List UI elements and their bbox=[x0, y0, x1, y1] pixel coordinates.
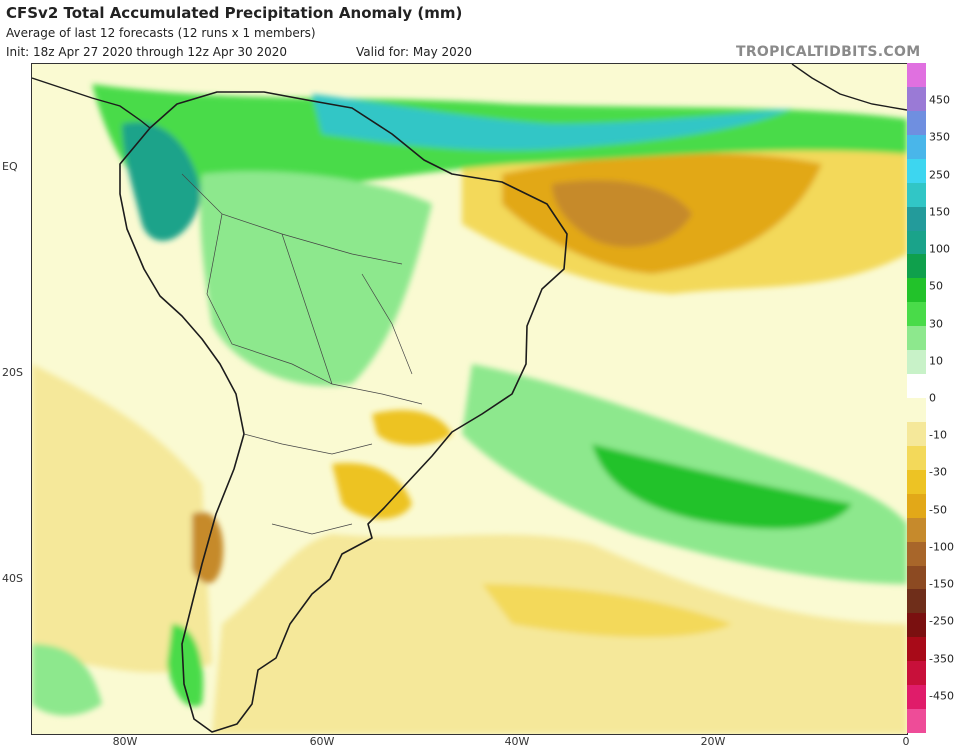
colorbar-label: 30 bbox=[929, 317, 943, 331]
colorbar-label: 150 bbox=[929, 205, 950, 219]
colorbar-label: -150 bbox=[929, 577, 954, 591]
dry-anomaly-south-brazil bbox=[372, 410, 452, 446]
wet-zone-colombia bbox=[122, 122, 202, 241]
colorbar-swatch bbox=[907, 469, 926, 495]
colorbar-swatch bbox=[907, 685, 926, 710]
map-title: CFSv2 Total Accumulated Precipitation An… bbox=[6, 4, 463, 22]
colorbar-swatch bbox=[907, 517, 926, 543]
colorbar-swatch bbox=[907, 278, 926, 303]
south-america-outline bbox=[119, 91, 568, 733]
colorbar-label: 450 bbox=[929, 93, 950, 107]
colorbar-label: -10 bbox=[929, 428, 947, 442]
central-america-outline bbox=[32, 77, 151, 129]
colorbar: 450 350 250 150 100 50 30 10 0 -10 -30 -50 -100 -150-… bbox=[907, 63, 957, 734]
colorbar-swatch bbox=[907, 374, 926, 399]
colorbar-label: 100 bbox=[929, 242, 950, 256]
colorbar-swatch bbox=[907, 206, 926, 231]
colorbar-swatch bbox=[907, 158, 926, 184]
colorbar-swatch bbox=[907, 182, 926, 208]
valid-time: Valid for: May 2020 bbox=[356, 45, 473, 59]
colorbar-swatch bbox=[907, 230, 926, 255]
colorbar-label: -450 bbox=[929, 689, 954, 703]
colorbar-swatch bbox=[907, 302, 926, 327]
colorbar-label: 250 bbox=[929, 168, 950, 182]
lat-label-eq: EQ bbox=[2, 160, 18, 173]
colorbar-label: -350 bbox=[929, 652, 954, 666]
dry-zone-west-pacific bbox=[32, 364, 212, 673]
colorbar-swatch bbox=[907, 637, 926, 662]
lon-label-40w: 40W bbox=[504, 735, 530, 748]
colorbar-swatch bbox=[907, 541, 926, 566]
wet-zone-southeast-pacific bbox=[32, 644, 102, 716]
dry-anomaly-core bbox=[552, 180, 692, 247]
lon-label-0: 0 bbox=[902, 735, 910, 748]
colorbar-swatch bbox=[907, 565, 926, 590]
wet-band-south-atlantic-core bbox=[592, 444, 852, 529]
map-subtitle: Average of last 12 forecasts (12 runs x … bbox=[6, 26, 316, 40]
colorbar-swatch bbox=[907, 110, 926, 136]
colorbar-swatch bbox=[907, 421, 926, 447]
dry-zone-south-atlantic bbox=[212, 534, 907, 734]
site-brand: TROPICALTIDBITS.COM bbox=[736, 44, 921, 60]
colorbar-swatch bbox=[907, 86, 926, 112]
lon-label-60w: 60W bbox=[309, 735, 335, 748]
colorbar-swatch bbox=[907, 63, 926, 88]
country-borders bbox=[181, 173, 423, 535]
colorbar-swatch bbox=[907, 326, 926, 351]
colorbar-label: -250 bbox=[929, 614, 954, 628]
colorbar-swatch bbox=[907, 254, 926, 279]
colorbar-label: -50 bbox=[929, 503, 947, 517]
lon-label-20w: 20W bbox=[700, 735, 726, 748]
colorbar-label: -30 bbox=[929, 465, 947, 479]
colorbar-swatch bbox=[907, 350, 926, 375]
dry-zone-southern-ocean bbox=[482, 584, 732, 638]
colorbar-label: -100 bbox=[929, 540, 954, 554]
colorbar-swatch bbox=[907, 589, 926, 614]
colorbar-swatch bbox=[907, 709, 926, 734]
colorbar-swatch bbox=[907, 398, 926, 423]
wet-zone-patagonia-coast bbox=[167, 624, 204, 707]
dry-anomaly-uruguay bbox=[332, 463, 412, 519]
colorbar-swatch bbox=[907, 493, 926, 519]
colorbar-label: 0 bbox=[929, 391, 936, 405]
wet-zone-amazon bbox=[200, 171, 432, 386]
map-svg bbox=[32, 64, 907, 734]
colorbar-label: 350 bbox=[929, 130, 950, 144]
lat-label-20s: 20S bbox=[2, 366, 23, 379]
colorbar-swatch bbox=[907, 445, 926, 471]
colorbar-swatch bbox=[907, 661, 926, 686]
dry-anomaly-andes bbox=[192, 512, 224, 584]
lat-label-40s: 40S bbox=[2, 572, 23, 585]
colorbar-swatch bbox=[907, 613, 926, 638]
lon-label-80w: 80W bbox=[112, 735, 138, 748]
init-time: Init: 18z Apr 27 2020 through 12z Apr 30… bbox=[6, 45, 287, 59]
colorbar-label: 50 bbox=[929, 279, 943, 293]
colorbar-label: 10 bbox=[929, 354, 943, 368]
africa-outline bbox=[791, 64, 907, 111]
wet-band-itcz-core bbox=[312, 94, 792, 151]
precipitation-map bbox=[31, 63, 908, 735]
colorbar-swatch bbox=[907, 134, 926, 160]
